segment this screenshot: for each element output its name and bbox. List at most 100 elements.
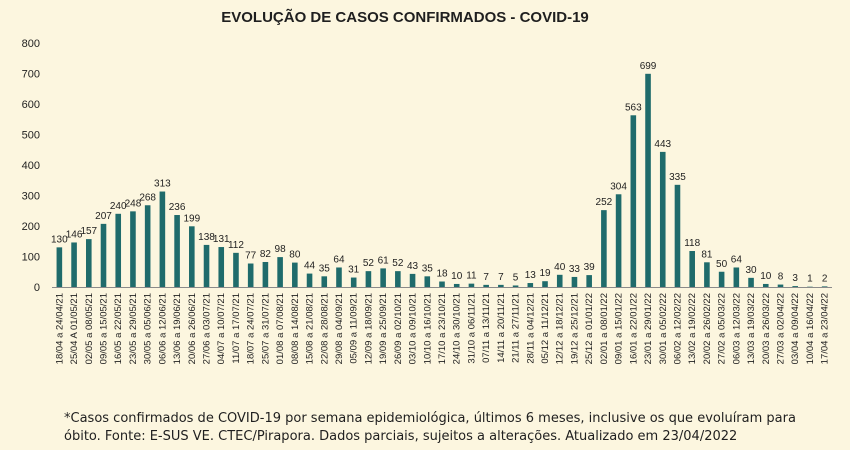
bar-value-label: 18: [436, 269, 448, 280]
bar-value-label: 112: [228, 240, 244, 251]
x-tick-label: 10/04 a 16/04/22: [805, 293, 816, 364]
bar: [233, 252, 239, 287]
x-tick-label: 03/10 a 09/10/21: [408, 293, 419, 364]
y-tick-label: 400: [22, 160, 40, 172]
bar: [601, 210, 607, 287]
x-tick-label: 04/07 a 10/07/21: [216, 293, 227, 364]
bar-value-label: 82: [260, 249, 272, 260]
bar-value-label: 252: [596, 197, 613, 208]
footnote: *Casos confirmados de COVID-19 por seman…: [64, 410, 844, 446]
bar: [439, 281, 445, 287]
bar: [718, 271, 725, 287]
x-tick-label: 23/05 a 29/05/21: [128, 293, 139, 364]
bar: [130, 211, 136, 287]
x-tick-label: 25/07 a 31/07/21: [260, 293, 271, 364]
x-tick-label: 05/12 a 11/12/21: [540, 293, 551, 364]
x-tick-label: 18/04 a 24/04/21: [54, 293, 65, 364]
x-tick-label: 26/09 a 02/10/21: [393, 293, 404, 364]
bar: [659, 151, 666, 287]
x-tick-label: 13/06 a 19/06/21: [172, 293, 183, 364]
bar: [542, 281, 548, 287]
x-tick-label: 08/08 a 14/08/21: [290, 293, 301, 364]
bar-value-label: 77: [245, 251, 257, 262]
x-tick-label: 12/09 a 18/09/21: [363, 293, 374, 364]
bar: [56, 247, 63, 287]
bar-value-label: 699: [640, 61, 657, 72]
footnote-line-2: óbito. Fonte: E-SUS VE. CTEC/Pirapora. D…: [64, 429, 738, 444]
y-axis: 0 100 200 300 400 500 600 700 800: [22, 38, 40, 294]
bar-value-label: 33: [569, 264, 581, 275]
bar-value-label: 3: [792, 273, 798, 284]
x-tick-label: 28/11 a 04/12/21: [525, 293, 536, 364]
bar-value-label: 10: [451, 271, 463, 282]
x-tick-label: 09/05 a 15/05/21: [99, 293, 110, 364]
bar: [292, 262, 298, 287]
x-tick-label: 21/11 a 27/11/21: [511, 293, 522, 363]
x-tick-label: 16/01 a 22/01/22: [628, 293, 639, 364]
x-axis: 18/04 a 24/04/21 25/04 A 01/05/21 02/05 a …: [52, 287, 832, 364]
bar-value-label: 7: [483, 272, 489, 283]
bar: [674, 184, 681, 287]
bar-value-label: 443: [654, 139, 671, 150]
x-tick-label: 13/03 a 19/03/22: [746, 293, 757, 364]
bar: [409, 273, 416, 287]
bar-value-label: 5: [513, 272, 519, 283]
y-tick-label: 300: [22, 191, 40, 203]
x-tick-label: 30/01 a 05/02/22: [658, 293, 669, 364]
x-tick-label: 27/03 a 02/04/22: [775, 293, 786, 364]
bar: [174, 215, 180, 287]
bar: [762, 283, 769, 287]
bar-value-label: 61: [378, 255, 390, 266]
bar-value-label: 131: [213, 234, 230, 245]
bar-value-label: 80: [289, 250, 301, 261]
y-tick-label: 0: [34, 282, 40, 294]
bar-series: [56, 73, 828, 288]
bar-value-label: 7: [498, 272, 504, 283]
x-tick-label: 10/10 a 16/10/21: [422, 293, 433, 364]
bar-value-label: 11: [466, 271, 477, 282]
bar-value-label: 52: [363, 258, 375, 269]
bar: [277, 257, 283, 287]
x-tick-label: 06/02 a 12/02/22: [672, 293, 683, 364]
bar: [821, 286, 828, 287]
x-tick-label: 27/06 a 03/07/21: [202, 293, 213, 364]
bar-value-label: 10: [760, 271, 772, 282]
x-tick-label: 22/08 a 28/08/21: [319, 293, 330, 364]
bar: [483, 284, 489, 287]
x-tick-label: 12/12 a 18/12/21: [555, 293, 566, 364]
bar: [556, 274, 563, 287]
x-tick-label: 20/06 a 26/06/21: [187, 293, 198, 364]
bar: [615, 194, 622, 287]
bar: [100, 223, 107, 287]
bar-value-label: 13: [525, 270, 537, 281]
bar: [777, 284, 784, 287]
x-tick-label: 07/11 a 13/11/21: [481, 293, 492, 363]
x-tick-label: 06/06 a 12/06/21: [157, 293, 168, 364]
bar-value-label: 35: [422, 263, 434, 274]
bar-value-label: 98: [275, 244, 287, 255]
bar: [645, 73, 651, 288]
x-tick-label: 23/01 a 29/01/22: [643, 293, 654, 364]
x-tick-label: 19/12 a 25/12/21: [569, 293, 580, 364]
x-tick-label: 29/08 a 04/09/21: [334, 293, 345, 364]
bar-value-label: 268: [139, 192, 156, 203]
bar-value-label: 138: [198, 232, 215, 243]
bar-value-label: 207: [95, 211, 112, 222]
bar-value-label: 8: [778, 272, 784, 283]
bar-value-label: 81: [701, 249, 713, 260]
bar-value-label: 43: [407, 261, 419, 272]
y-tick-label: 200: [22, 221, 40, 233]
bar: [144, 205, 151, 287]
x-tick-label: 20/03 a 26/03/22: [761, 293, 772, 364]
bar-value-label: 31: [348, 265, 360, 276]
x-tick-label: 09/01 a 15/01/22: [614, 293, 625, 364]
bar: [748, 277, 754, 287]
x-tick-label: 19/09 a 25/09/21: [378, 293, 389, 364]
x-tick-label: 17/04 a 23/04/22: [820, 293, 831, 364]
bar-value-label: 39: [584, 262, 596, 273]
bar-value-label: 240: [110, 201, 127, 212]
bar: [630, 115, 637, 287]
bar: [468, 283, 475, 287]
x-tick-label: 31/10 a 06/11/21: [466, 293, 477, 364]
bar: [306, 273, 313, 287]
